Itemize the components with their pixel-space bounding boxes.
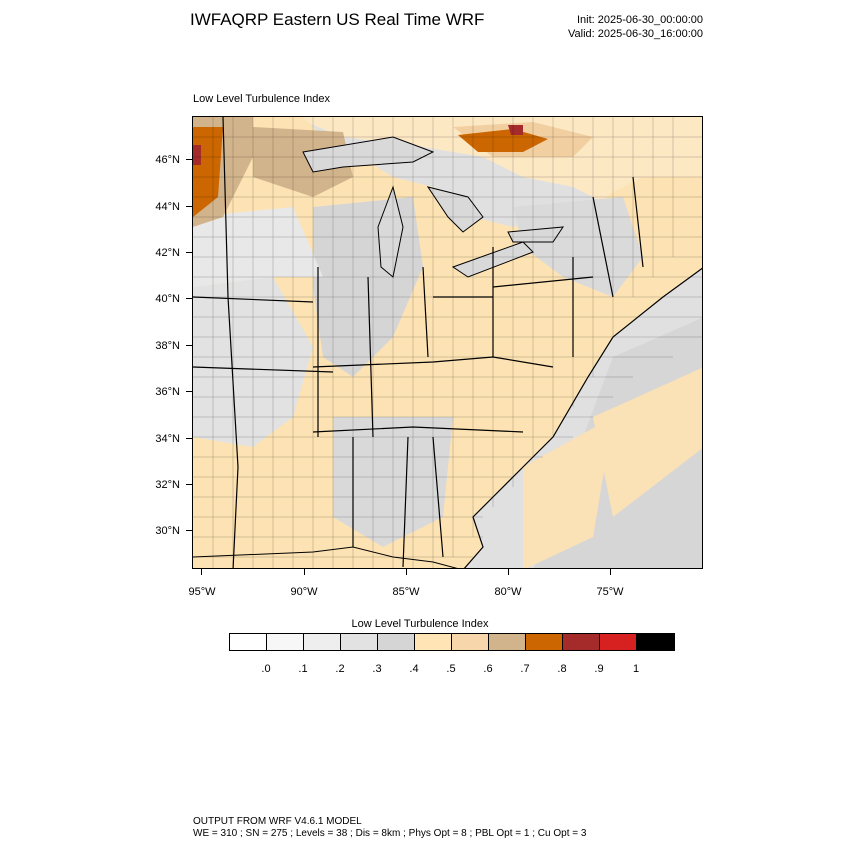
ocean-warm-band xyxy=(593,367,702,517)
lat-label-36: 36°N xyxy=(155,386,180,398)
colorbar-swatch-3 xyxy=(341,634,378,650)
map-panel xyxy=(192,116,703,569)
colorbar-swatch-1 xyxy=(267,634,304,650)
colorbar xyxy=(229,633,675,651)
lon-label-90: 90°W xyxy=(290,586,318,598)
colorbar-swatch-8 xyxy=(526,634,563,650)
lon-label-85: 85°W xyxy=(392,586,420,598)
wisconsin-warm xyxy=(253,127,353,197)
lat-label-32: 32°N xyxy=(155,479,180,491)
lat-tick xyxy=(186,159,192,160)
turbulence-map xyxy=(193,117,702,568)
lon-label-75: 75°W xyxy=(596,586,624,598)
footer-line-2: WE = 310 ; SN = 275 ; Levels = 38 ; Dis … xyxy=(193,828,587,839)
lat-label-40: 40°N xyxy=(155,293,180,305)
northeast-low xyxy=(513,197,643,297)
lat-label-44: 44°N xyxy=(155,201,180,213)
minnesota-max xyxy=(193,145,201,165)
ocean-warm-band-2 xyxy=(523,417,613,568)
lon-label-95: 95°W xyxy=(188,586,216,598)
canada-peak xyxy=(458,129,548,152)
colorbar-label: .0 xyxy=(261,663,271,675)
lat-tick xyxy=(186,438,192,439)
county-grid xyxy=(193,117,702,568)
lat-tick xyxy=(186,345,192,346)
lat-label-38: 38°N xyxy=(155,340,180,352)
lat-tick xyxy=(186,391,192,392)
colorbar-swatch-9 xyxy=(563,634,600,650)
lon-tick xyxy=(508,569,509,575)
lat-tick xyxy=(186,530,192,531)
colorbar-label: 1 xyxy=(632,663,640,675)
colorbar-label: .8 xyxy=(557,663,567,675)
colorbar-label: .7 xyxy=(520,663,530,675)
lat-tick xyxy=(186,298,192,299)
model-footer: OUTPUT FROM WRF V4.6.1 MODEL WE = 310 ; … xyxy=(193,816,586,840)
colorbar-swatch-2 xyxy=(304,634,341,650)
lat-tick xyxy=(186,206,192,207)
map-subtitle: Low Level Turbulence Index xyxy=(193,93,330,105)
colorbar-label: .2 xyxy=(335,663,345,675)
lat-tick xyxy=(186,252,192,253)
gulf-coast xyxy=(193,546,458,568)
colorbar-swatch-5 xyxy=(415,634,452,650)
colorbar-label: .4 xyxy=(409,663,419,675)
colorbar-swatch-10 xyxy=(600,634,637,650)
init-time: Init: 2025-06-30_00:00:00 xyxy=(577,14,703,26)
lon-tick xyxy=(406,569,407,575)
footer-line-1: OUTPUT FROM WRF V4.6.1 MODEL xyxy=(193,816,362,827)
valid-time: Valid: 2025-06-30_16:00:00 xyxy=(568,28,703,40)
lake-michigan xyxy=(377,185,404,278)
colorbar-label: .1 xyxy=(298,663,308,675)
colorbar-swatch-11 xyxy=(637,634,674,650)
lat-label-42: 42°N xyxy=(155,247,180,259)
colorbar-swatch-0 xyxy=(230,634,267,650)
lat-label-34: 34°N xyxy=(155,433,180,445)
colorbar-title: Low Level Turbulence Index xyxy=(351,618,489,630)
lon-tick xyxy=(201,569,202,575)
colorbar-swatch-4 xyxy=(378,634,415,650)
lon-label-80: 80°W xyxy=(494,586,522,598)
run-times: Init: 2025-06-30_00:00:00 Valid: 2025-06… xyxy=(540,13,703,41)
lat-label-46: 46°N xyxy=(155,154,180,166)
canada-max xyxy=(508,125,523,135)
colorbar-label: .5 xyxy=(446,663,456,675)
coastline xyxy=(463,267,702,568)
colorbar-swatch-7 xyxy=(489,634,526,650)
colorbar-label: .6 xyxy=(483,663,493,675)
lon-tick xyxy=(304,569,305,575)
lon-tick xyxy=(610,569,611,575)
page-title: IWFAQRP Eastern US Real Time WRF xyxy=(190,10,485,29)
lat-label-30: 30°N xyxy=(155,525,180,537)
colorbar-label: .3 xyxy=(372,663,382,675)
lat-tick xyxy=(186,484,192,485)
colorbar-label: .9 xyxy=(594,663,604,675)
colorbar-swatch-6 xyxy=(452,634,489,650)
